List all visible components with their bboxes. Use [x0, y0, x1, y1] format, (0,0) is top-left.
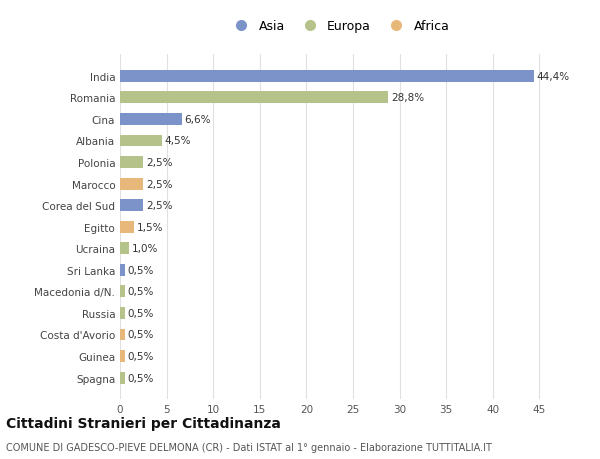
Text: 0,5%: 0,5%: [127, 330, 154, 340]
Text: 0,5%: 0,5%: [127, 308, 154, 318]
Text: 0,5%: 0,5%: [127, 351, 154, 361]
Text: 0,5%: 0,5%: [127, 373, 154, 383]
Bar: [120, 221, 134, 233]
Text: 1,5%: 1,5%: [137, 222, 163, 232]
Text: 28,8%: 28,8%: [391, 93, 424, 103]
Bar: [120, 135, 162, 147]
Bar: [120, 114, 182, 126]
Bar: [120, 350, 125, 362]
Bar: [120, 200, 143, 212]
Bar: [120, 92, 388, 104]
Bar: [120, 71, 534, 83]
Text: Cittadini Stranieri per Cittadinanza: Cittadini Stranieri per Cittadinanza: [6, 416, 281, 430]
Text: 2,5%: 2,5%: [146, 158, 173, 168]
Bar: [120, 157, 143, 168]
Text: 1,0%: 1,0%: [132, 244, 158, 254]
Bar: [120, 372, 125, 384]
Legend: Asia, Europa, Africa: Asia, Europa, Africa: [225, 17, 453, 37]
Text: 4,5%: 4,5%: [165, 136, 191, 146]
Bar: [120, 329, 125, 341]
Text: COMUNE DI GADESCO-PIEVE DELMONA (CR) - Dati ISTAT al 1° gennaio - Elaborazione T: COMUNE DI GADESCO-PIEVE DELMONA (CR) - D…: [6, 442, 492, 452]
Text: 6,6%: 6,6%: [184, 115, 211, 125]
Text: 2,5%: 2,5%: [146, 201, 173, 211]
Bar: [120, 308, 125, 319]
Bar: [120, 286, 125, 297]
Text: 44,4%: 44,4%: [536, 72, 569, 82]
Bar: [120, 178, 143, 190]
Bar: [120, 243, 130, 255]
Text: 0,5%: 0,5%: [127, 265, 154, 275]
Bar: [120, 264, 125, 276]
Text: 2,5%: 2,5%: [146, 179, 173, 189]
Text: 0,5%: 0,5%: [127, 287, 154, 297]
